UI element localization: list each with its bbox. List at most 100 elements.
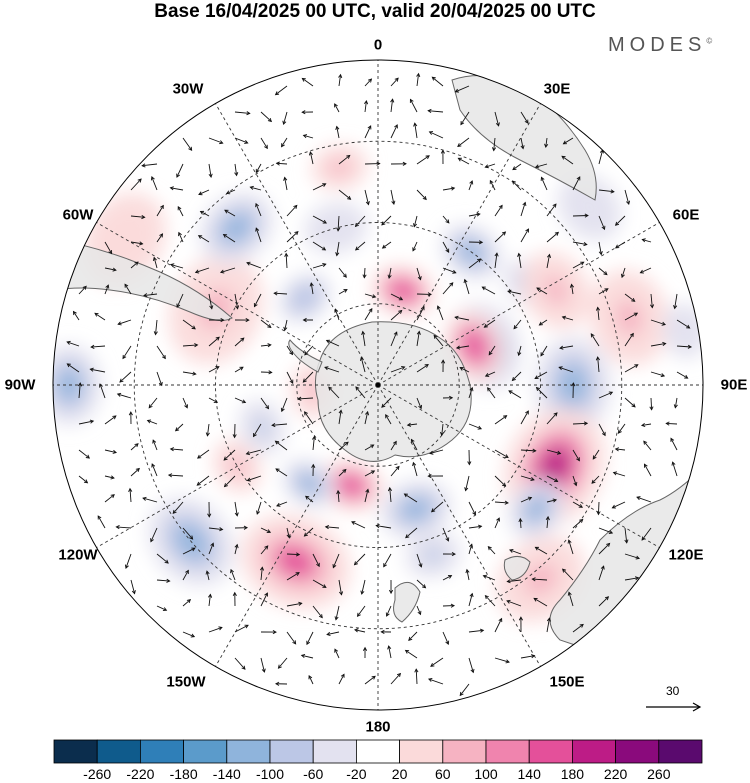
wind-arrow xyxy=(355,386,366,399)
wind-arrow xyxy=(334,103,340,113)
wind-arrow xyxy=(416,330,421,347)
wind-arrow xyxy=(416,605,422,616)
wind-arrow xyxy=(520,496,533,503)
wind-arrow xyxy=(234,366,244,373)
wind-arrow xyxy=(562,568,574,581)
wind-arrow xyxy=(598,596,610,607)
wind-arrow xyxy=(104,267,117,272)
wind-arrow xyxy=(281,137,288,148)
wind-arrow xyxy=(442,575,453,581)
wind-arrow xyxy=(255,163,262,174)
wind-arrow xyxy=(598,215,606,231)
wind-arrow xyxy=(104,241,113,255)
colorbar-swatch xyxy=(572,739,617,764)
meridian-line xyxy=(215,103,379,386)
longitude-label: 30E xyxy=(543,80,571,98)
colorbar-swatch xyxy=(96,739,141,764)
wind-arrow xyxy=(433,334,444,347)
wind-arrow xyxy=(260,319,272,329)
wind-arrow xyxy=(598,189,615,194)
wind-arrow xyxy=(325,339,340,347)
wind-arrow xyxy=(304,411,314,425)
wind-arrow xyxy=(176,293,184,308)
wind-arrow xyxy=(274,440,288,451)
wind-arrow xyxy=(338,73,343,87)
wind-arrow xyxy=(198,189,210,196)
wind-arrow xyxy=(312,241,327,251)
wind-arrow xyxy=(520,654,536,659)
colorbar-swatch xyxy=(399,739,444,764)
wind-arrow xyxy=(440,149,445,165)
wind-arrow xyxy=(130,579,136,595)
wind-arrow xyxy=(533,597,548,607)
wind-arrow xyxy=(381,397,392,408)
wind-arrow xyxy=(130,443,139,451)
wind-arrow xyxy=(104,415,117,425)
colorbar-tick-label: -60 xyxy=(303,766,324,782)
wind-arrow xyxy=(572,213,589,218)
wind-arrow xyxy=(572,449,580,462)
wind-arrow xyxy=(230,568,236,581)
wind-arrow xyxy=(364,444,375,451)
wind-arrow xyxy=(559,345,574,350)
wind-arrow xyxy=(274,85,288,96)
colorbar-swatch xyxy=(615,739,660,764)
wind-arrow xyxy=(260,592,268,607)
wind-arrow xyxy=(416,155,430,165)
wind-arrow xyxy=(196,475,210,486)
wind-arrow xyxy=(205,570,210,581)
wind-arrow xyxy=(390,465,400,477)
vector-scale-label: 30 xyxy=(666,684,680,698)
wind-arrow xyxy=(427,473,444,479)
wind-arrow xyxy=(489,179,496,191)
wind-arrow xyxy=(232,423,237,439)
wind-arrow xyxy=(338,673,345,685)
wind-arrow xyxy=(545,515,550,529)
wind-arrow xyxy=(359,356,366,373)
anomaly-core xyxy=(527,498,547,520)
wind-arrow xyxy=(494,657,510,664)
wind-arrow xyxy=(511,180,522,191)
wind-arrow xyxy=(182,599,192,607)
wind-arrow xyxy=(572,475,578,487)
wind-arrow xyxy=(364,307,373,321)
wind-arrow xyxy=(442,241,450,253)
wind-arrow xyxy=(546,253,552,269)
wind-arrow xyxy=(306,631,314,646)
wind-arrow xyxy=(412,461,418,477)
wind-arrow xyxy=(297,396,314,401)
wind-arrow xyxy=(416,553,423,568)
wind-arrow xyxy=(277,657,288,669)
wind-arrow xyxy=(540,345,548,357)
wind-arrow xyxy=(72,310,80,321)
wind-arrow xyxy=(286,601,303,607)
wind-arrow xyxy=(494,517,501,529)
wind-arrow xyxy=(156,605,168,611)
wind-arrow xyxy=(511,371,522,382)
wind-arrow xyxy=(324,366,340,373)
wind-arrow xyxy=(375,523,392,529)
wind-arrow xyxy=(562,137,574,145)
anomaly-core xyxy=(423,547,444,563)
wind-arrow xyxy=(572,501,584,508)
wind-arrow xyxy=(234,397,247,404)
wind-arrow xyxy=(534,546,548,555)
wind-arrow xyxy=(275,681,288,686)
wind-arrow xyxy=(77,382,83,399)
wind-arrow xyxy=(428,131,444,139)
colorbar-tick-label: 180 xyxy=(560,766,585,782)
wind-arrow xyxy=(353,553,366,566)
wind-arrow xyxy=(360,579,366,595)
wind-arrow xyxy=(280,397,288,413)
wind-arrow xyxy=(208,137,224,145)
wind-arrow xyxy=(364,78,373,87)
wind-arrow xyxy=(534,371,548,380)
wind-arrow xyxy=(442,282,454,295)
wind-arrow xyxy=(128,487,133,503)
wind-arrow xyxy=(130,261,139,269)
colorbar-swatch xyxy=(269,739,314,764)
wind-arrow xyxy=(275,161,288,166)
wind-arrow xyxy=(410,438,418,451)
wind-arrow xyxy=(534,163,548,169)
wind-arrow xyxy=(387,267,392,280)
